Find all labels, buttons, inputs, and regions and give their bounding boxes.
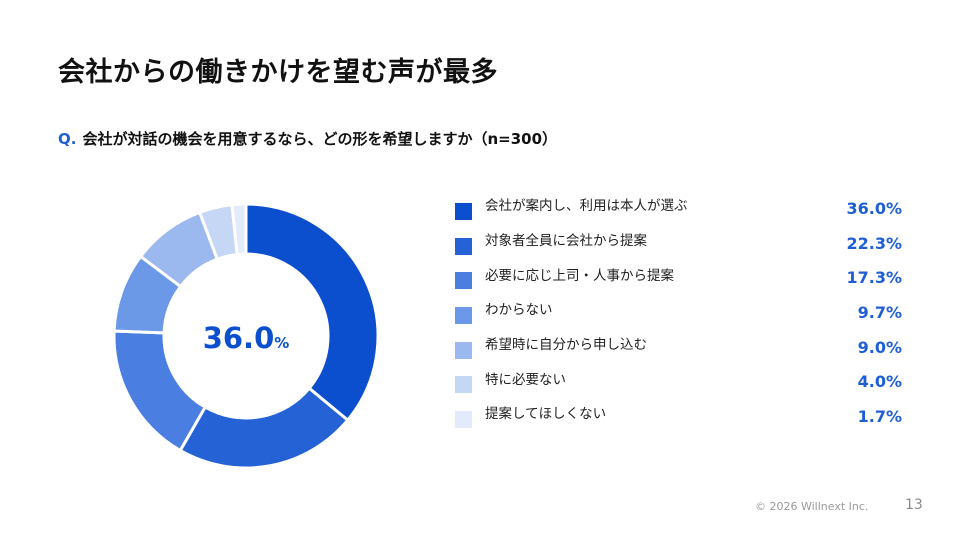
legend-value: 36.0% xyxy=(846,199,902,218)
chart-legend: 会社が案内し、利用は本人が選ぶ 36.0% 対象者全員に会社から提案 22.3% 必要に… xyxy=(455,192,905,435)
question-prefix: Q. xyxy=(58,130,77,148)
legend-item: 特に必要ない 4.0% xyxy=(455,365,905,400)
donut-chart-svg xyxy=(112,202,380,470)
legend-label: 特に必要ない xyxy=(485,371,566,388)
legend-swatch xyxy=(455,237,472,255)
legend-item: わからない 9.7% xyxy=(455,296,905,331)
question-body: 会社が対話の機会を用意するなら、どの形を希望しますか（n=300） xyxy=(82,130,558,148)
donut-center-label: 36.0% xyxy=(110,200,382,474)
legend-item: 提案してほしくない 1.7% xyxy=(455,400,905,435)
legend-item: 会社が案内し、利用は本人が選ぶ 36.0% xyxy=(455,192,905,227)
question-text: Q. 会社が対話の機会を用意するなら、どの形を希望しますか（n=300） xyxy=(58,128,557,149)
legend-swatch xyxy=(455,341,472,359)
footer-copyright: © 2026 Willnext Inc. xyxy=(755,500,869,513)
legend-swatch xyxy=(455,410,472,428)
legend-swatch xyxy=(455,306,472,324)
slide-title: 会社からの働きかけを望む声が最多 xyxy=(58,57,498,88)
legend-label: 希望時に自分から申し込む xyxy=(485,337,647,354)
legend-label: 提案してほしくない xyxy=(485,406,607,423)
legend-swatch xyxy=(455,376,472,394)
donut-slice xyxy=(230,202,248,257)
legend-item: 希望時に自分から申し込む 9.0% xyxy=(455,331,905,366)
donut-center-unit: % xyxy=(274,334,290,352)
legend-swatch xyxy=(455,202,472,220)
legend-item: 必要に応じ上司・人事から提案 17.3% xyxy=(455,261,905,296)
page-number: 13 xyxy=(905,497,923,513)
legend-value: 9.7% xyxy=(857,303,902,323)
legend-label: 対象者全員に会社から提案 xyxy=(485,233,647,250)
legend-label: わからない xyxy=(485,302,553,319)
legend-value: 17.3% xyxy=(846,268,902,288)
legend-value: 22.3% xyxy=(846,233,902,253)
legend-label: 会社が案内し、利用は本人が選ぶ xyxy=(485,198,688,215)
legend-value: 9.0% xyxy=(857,337,902,357)
legend-value: 4.0% xyxy=(857,372,902,392)
legend-label: 必要に応じ上司・人事から提案 xyxy=(485,267,674,284)
legend-item: 対象者全員に会社から提案 22.3% xyxy=(455,227,905,262)
legend-value: 1.7% xyxy=(857,407,902,427)
legend-swatch xyxy=(455,272,472,290)
donut-slice xyxy=(244,202,380,423)
donut-chart: 36.0% xyxy=(110,200,382,472)
donut-center-value: 36.0 xyxy=(202,321,275,355)
